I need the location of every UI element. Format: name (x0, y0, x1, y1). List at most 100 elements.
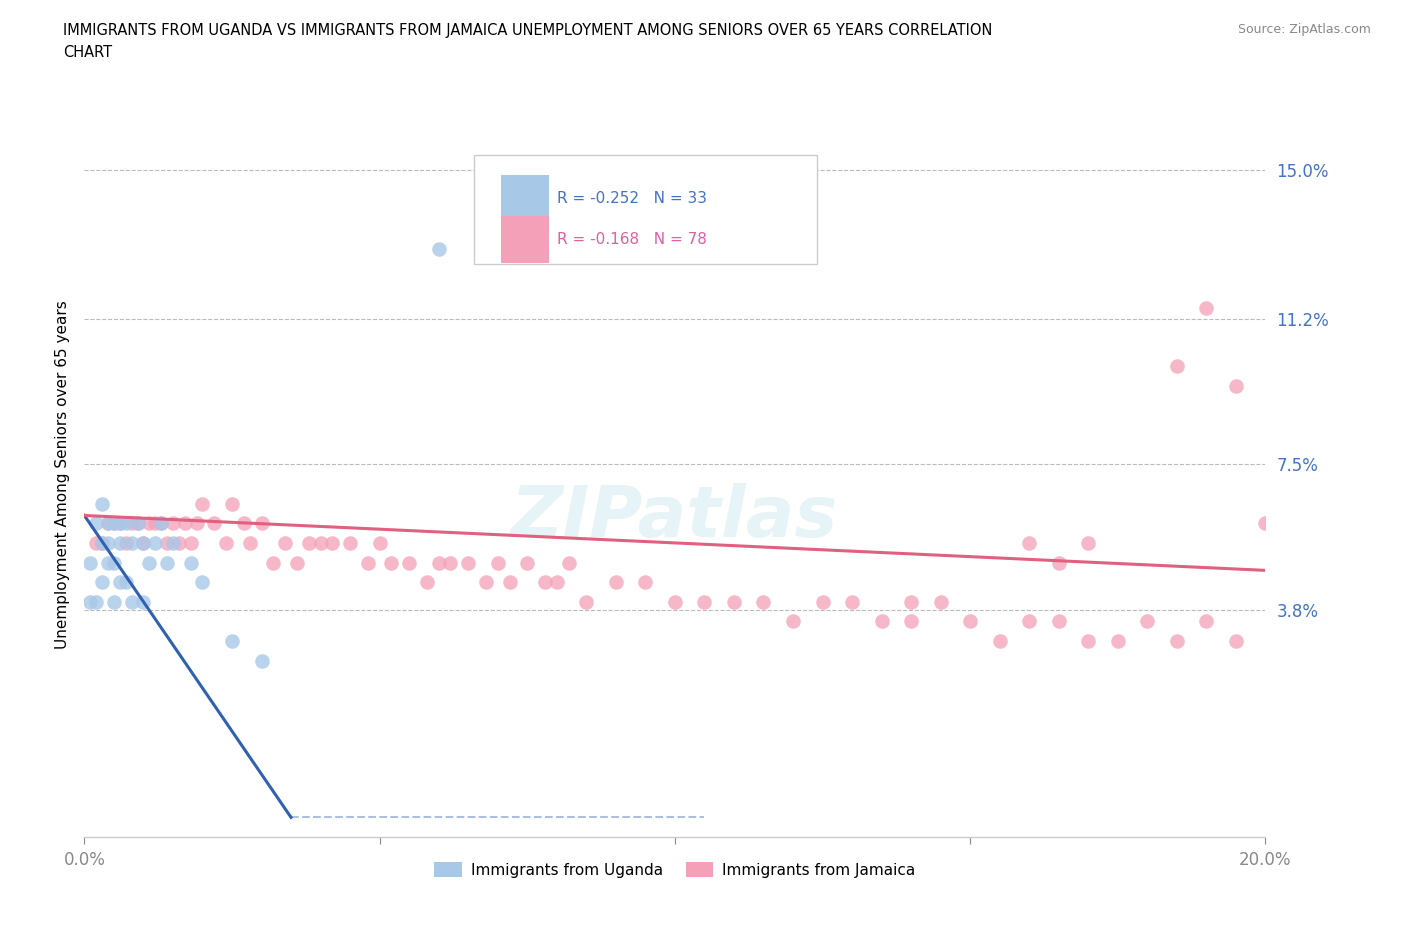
Point (127, 516, 149, 531)
Point (84, 594, 107, 609)
Point (103, 516, 125, 531)
Point (339, 536, 361, 551)
Point (664, 594, 686, 609)
Point (121, 516, 143, 531)
Point (215, 536, 238, 551)
Point (811, 594, 834, 609)
Point (97, 516, 120, 531)
Point (1047, 614, 1070, 629)
Point (516, 555, 538, 570)
Point (1077, 536, 1099, 551)
Point (380, 555, 402, 570)
Point (475, 575, 498, 590)
Point (1195, 614, 1218, 629)
Point (605, 575, 627, 590)
Point (486, 555, 509, 570)
Point (298, 536, 321, 551)
Point (173, 516, 195, 531)
Point (221, 497, 243, 512)
Point (782, 614, 804, 629)
Point (368, 536, 391, 551)
Point (103, 594, 125, 609)
Point (143, 516, 166, 531)
Point (202, 516, 225, 531)
Text: Source: ZipAtlas.com: Source: ZipAtlas.com (1237, 23, 1371, 36)
Point (557, 555, 579, 570)
Point (285, 555, 308, 570)
Point (634, 575, 657, 590)
Point (723, 594, 745, 609)
Point (114, 536, 136, 551)
Point (91, 575, 114, 590)
Point (1254, 516, 1277, 531)
Point (498, 575, 520, 590)
Point (156, 536, 179, 551)
Point (439, 555, 461, 570)
Point (1166, 359, 1188, 374)
Point (250, 516, 273, 531)
Point (309, 536, 332, 551)
Point (1047, 555, 1070, 570)
Point (156, 555, 179, 570)
Legend: Immigrants from Uganda, Immigrants from Jamaica: Immigrants from Uganda, Immigrants from … (427, 856, 922, 884)
Point (250, 653, 273, 668)
Point (191, 575, 214, 590)
Point (108, 536, 131, 551)
Point (91, 497, 114, 512)
Text: IMMIGRANTS FROM UGANDA VS IMMIGRANTS FROM JAMAICA UNEMPLOYMENT AMONG SENIORS OVE: IMMIGRANTS FROM UGANDA VS IMMIGRANTS FRO… (63, 23, 993, 38)
Point (427, 242, 450, 257)
Text: R = -0.168   N = 78: R = -0.168 N = 78 (557, 232, 707, 247)
FancyBboxPatch shape (502, 175, 548, 221)
Point (1077, 633, 1099, 648)
Point (398, 555, 420, 570)
Point (274, 536, 297, 551)
Point (427, 555, 450, 570)
Point (108, 575, 131, 590)
Point (97, 516, 120, 531)
Point (97, 555, 120, 570)
Point (114, 516, 136, 531)
Point (457, 555, 479, 570)
Point (232, 516, 254, 531)
Y-axis label: Unemployment Among Seniors over 65 years: Unemployment Among Seniors over 65 years (55, 300, 70, 649)
FancyBboxPatch shape (474, 155, 817, 264)
Point (132, 536, 155, 551)
Point (1166, 633, 1188, 648)
Point (1225, 633, 1247, 648)
Text: R = -0.252   N = 33: R = -0.252 N = 33 (557, 191, 707, 206)
Point (870, 614, 893, 629)
FancyBboxPatch shape (502, 216, 548, 263)
Point (959, 614, 981, 629)
Point (138, 555, 160, 570)
Point (1018, 536, 1040, 551)
Point (534, 575, 557, 590)
Point (103, 555, 125, 570)
Point (132, 536, 155, 551)
Point (416, 575, 439, 590)
Point (103, 516, 125, 531)
Point (132, 594, 155, 609)
Text: ZIPatlas: ZIPatlas (512, 484, 838, 552)
Point (186, 516, 208, 531)
Point (900, 614, 922, 629)
Point (79, 555, 101, 570)
Point (162, 516, 184, 531)
Point (239, 536, 262, 551)
Point (150, 516, 173, 531)
Point (180, 555, 202, 570)
Point (988, 633, 1011, 648)
Point (841, 594, 863, 609)
Point (1136, 614, 1159, 629)
Point (191, 497, 214, 512)
Point (321, 536, 343, 551)
Point (97, 536, 120, 551)
Point (84, 536, 107, 551)
Point (108, 516, 131, 531)
Point (91, 536, 114, 551)
Point (1225, 379, 1247, 393)
Point (180, 536, 202, 551)
Point (79, 594, 101, 609)
Point (108, 516, 131, 531)
Point (91, 536, 114, 551)
Point (546, 575, 568, 590)
